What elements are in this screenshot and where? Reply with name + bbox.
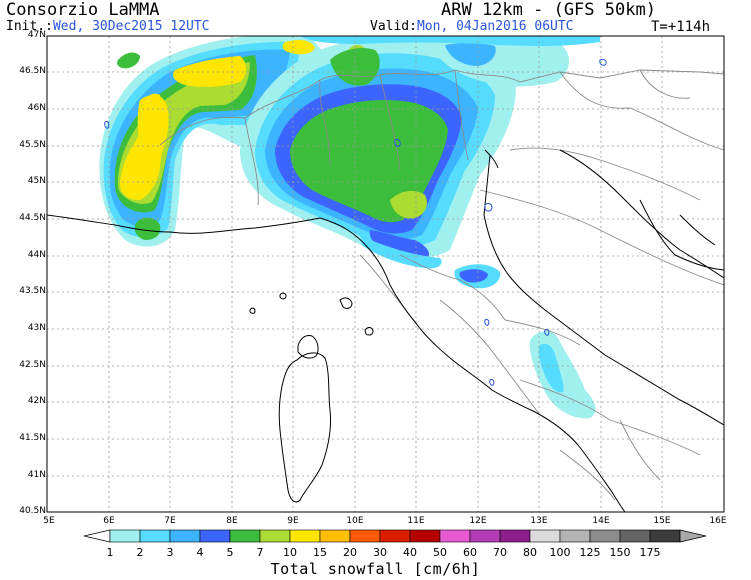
lat-label: 40.5N <box>19 506 46 516</box>
colorbar-level-label: 30 <box>373 546 387 559</box>
org-title: Consorzio LaMMA <box>6 0 160 20</box>
lat-label: 44N <box>27 250 46 260</box>
colorbar-level-label: 50 <box>433 546 447 559</box>
lat-label: 41N <box>27 470 46 480</box>
snow-area-marche-blue <box>459 269 488 283</box>
lon-label: 6E <box>103 516 115 526</box>
colorbar-level-label: 80 <box>523 546 537 559</box>
colorbar-swatch <box>319 529 351 543</box>
lon-label: 15E <box>653 516 671 526</box>
snow-area-apennine-blue <box>369 230 430 259</box>
valid-value: Mon, 04Jan2016 06UTC <box>416 19 574 34</box>
lat-label: 44.5N <box>19 213 46 223</box>
valid-label: Valid: <box>370 19 417 34</box>
colorbar-level-label: 15 <box>313 546 327 559</box>
init-value: Wed, 30Dec2015 12UTC <box>52 19 210 34</box>
colorbar-level-label: 175 <box>639 546 661 559</box>
lon-label: 8E <box>226 516 238 526</box>
snow-area-po-lime <box>390 190 427 219</box>
colorbar-arrow-low <box>83 529 111 543</box>
colorbar-swatch <box>229 529 261 543</box>
colorbar-swatch <box>379 529 411 543</box>
lat-label: 43N <box>27 323 46 333</box>
colorbar-level-label: 125 <box>579 546 601 559</box>
colorbar-level-label: 3 <box>166 546 174 559</box>
lat-label: 46N <box>27 103 46 113</box>
colorbar-level-label: 100 <box>549 546 571 559</box>
colorbar-swatch <box>589 529 621 543</box>
valid-time: Valid:Mon, 04Jan2016 06UTC <box>370 19 574 34</box>
colorbar-level-label: 5 <box>226 546 234 559</box>
colorbar-swatch <box>139 529 171 543</box>
model-title: ARW 12km - (GFS 50km) <box>441 0 656 20</box>
colorbar-swatch <box>109 529 141 543</box>
snow-area-northeast-inner <box>445 42 496 66</box>
colorbar-swatch <box>409 529 441 543</box>
colorbar-swatch <box>529 529 561 543</box>
snow-area-top-band <box>300 36 600 46</box>
lat-label: 42.5N <box>19 360 46 370</box>
colorbar-swatch <box>439 529 471 543</box>
snow-area-apennine-light <box>360 235 442 269</box>
lat-label: 42N <box>27 396 46 406</box>
snow-area-alps-yellow <box>282 40 315 55</box>
colorbar-swatch <box>559 529 591 543</box>
colorbar-level-label: 150 <box>609 546 631 559</box>
colorbar-swatch <box>259 529 291 543</box>
colorbar-swatch <box>619 529 651 543</box>
colorbar-level-label: 1 <box>106 546 114 559</box>
lon-label: 9E <box>287 516 299 526</box>
lat-label: 47N <box>27 30 46 40</box>
lon-label: 14E <box>592 516 610 526</box>
snow-area-abruzzo-inner <box>538 344 564 393</box>
colorbar-level-label: 4 <box>196 546 204 559</box>
colorbar-swatch <box>289 529 321 543</box>
colorbar-swatch <box>199 529 231 543</box>
lon-label: 11E <box>407 516 425 526</box>
map-frame <box>46 35 725 513</box>
lon-label: 16E <box>709 516 727 526</box>
colorbar-level-label: 10 <box>283 546 297 559</box>
snow-area-piemonte-yellow <box>137 94 169 162</box>
lat-label: 43.5N <box>19 286 46 296</box>
graticule <box>47 36 724 512</box>
init-label: Init.: <box>6 19 53 34</box>
colorbar-level-label: 20 <box>343 546 357 559</box>
colorbar-swatch <box>469 529 501 543</box>
lon-label: 7E <box>164 516 176 526</box>
colorbar-level-label: 40 <box>403 546 417 559</box>
lon-label: 10E <box>346 516 364 526</box>
snow-area-west-yellow-2 <box>173 56 246 87</box>
snowfall-field <box>99 36 600 419</box>
colorbar-level-label: 70 <box>493 546 507 559</box>
colorbar-level-label: 2 <box>136 546 144 559</box>
snow-area-top-left <box>117 52 140 69</box>
lakes <box>104 59 607 386</box>
lon-label: 5E <box>43 516 55 526</box>
colorbar <box>83 529 707 543</box>
init-time: Init.:Wed, 30Dec2015 12UTC <box>6 19 210 34</box>
lon-label: 12E <box>469 516 487 526</box>
admin-borders <box>159 69 724 501</box>
colorbar-swatch <box>169 529 201 543</box>
coastlines <box>47 149 724 512</box>
colorbar-arrow-high <box>679 529 707 543</box>
lat-label: 46.5N <box>19 66 46 76</box>
colorbar-swatch <box>499 529 531 543</box>
lat-label: 45N <box>27 176 46 186</box>
forecast-lead-time: T=+114h <box>651 19 711 35</box>
colorbar-swatch <box>649 529 681 543</box>
snow-area-southwest-green <box>134 217 161 240</box>
colorbar-title: Total snowfall [cm/6h] <box>270 560 481 578</box>
colorbar-swatch <box>349 529 381 543</box>
colorbar-level-label: 7 <box>256 546 264 559</box>
lat-label: 45.5N <box>19 140 46 150</box>
lon-label: 13E <box>530 516 548 526</box>
lat-label: 41.5N <box>19 433 46 443</box>
colorbar-level-label: 60 <box>463 546 477 559</box>
